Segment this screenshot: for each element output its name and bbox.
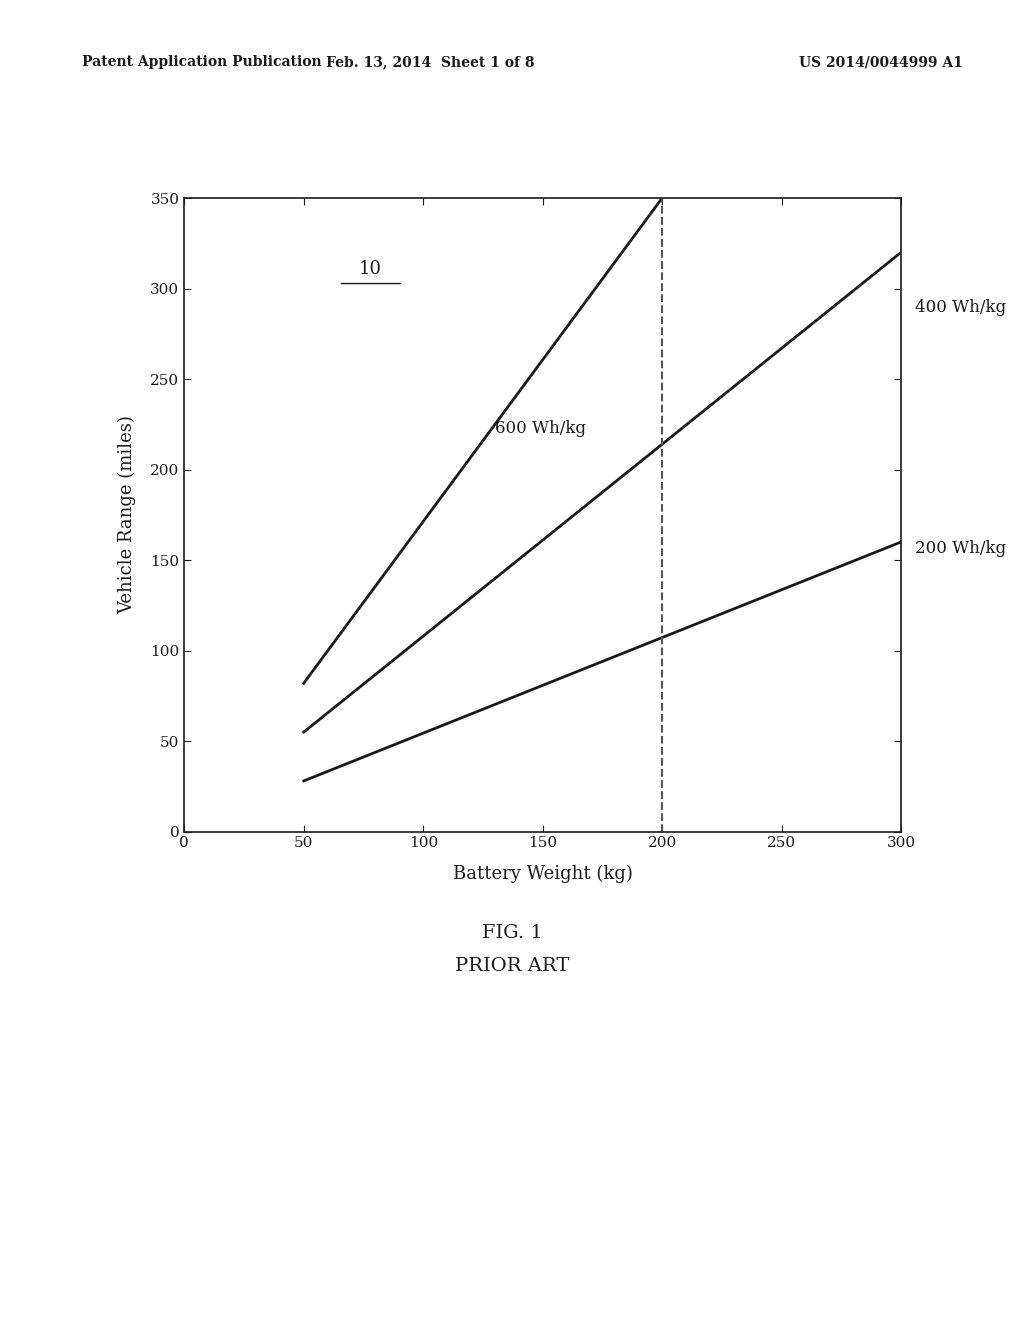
- Text: 10: 10: [359, 260, 382, 279]
- X-axis label: Battery Weight (kg): Battery Weight (kg): [453, 865, 633, 883]
- Text: 600 Wh/kg: 600 Wh/kg: [495, 420, 586, 437]
- Text: PRIOR ART: PRIOR ART: [455, 957, 569, 975]
- Text: 400 Wh/kg: 400 Wh/kg: [915, 300, 1007, 315]
- Text: Patent Application Publication: Patent Application Publication: [82, 55, 322, 70]
- Text: US 2014/0044999 A1: US 2014/0044999 A1: [799, 55, 963, 70]
- Text: FIG. 1: FIG. 1: [481, 924, 543, 942]
- Text: 200 Wh/kg: 200 Wh/kg: [915, 540, 1007, 557]
- Text: Feb. 13, 2014  Sheet 1 of 8: Feb. 13, 2014 Sheet 1 of 8: [326, 55, 535, 70]
- Y-axis label: Vehicle Range (miles): Vehicle Range (miles): [118, 416, 136, 614]
